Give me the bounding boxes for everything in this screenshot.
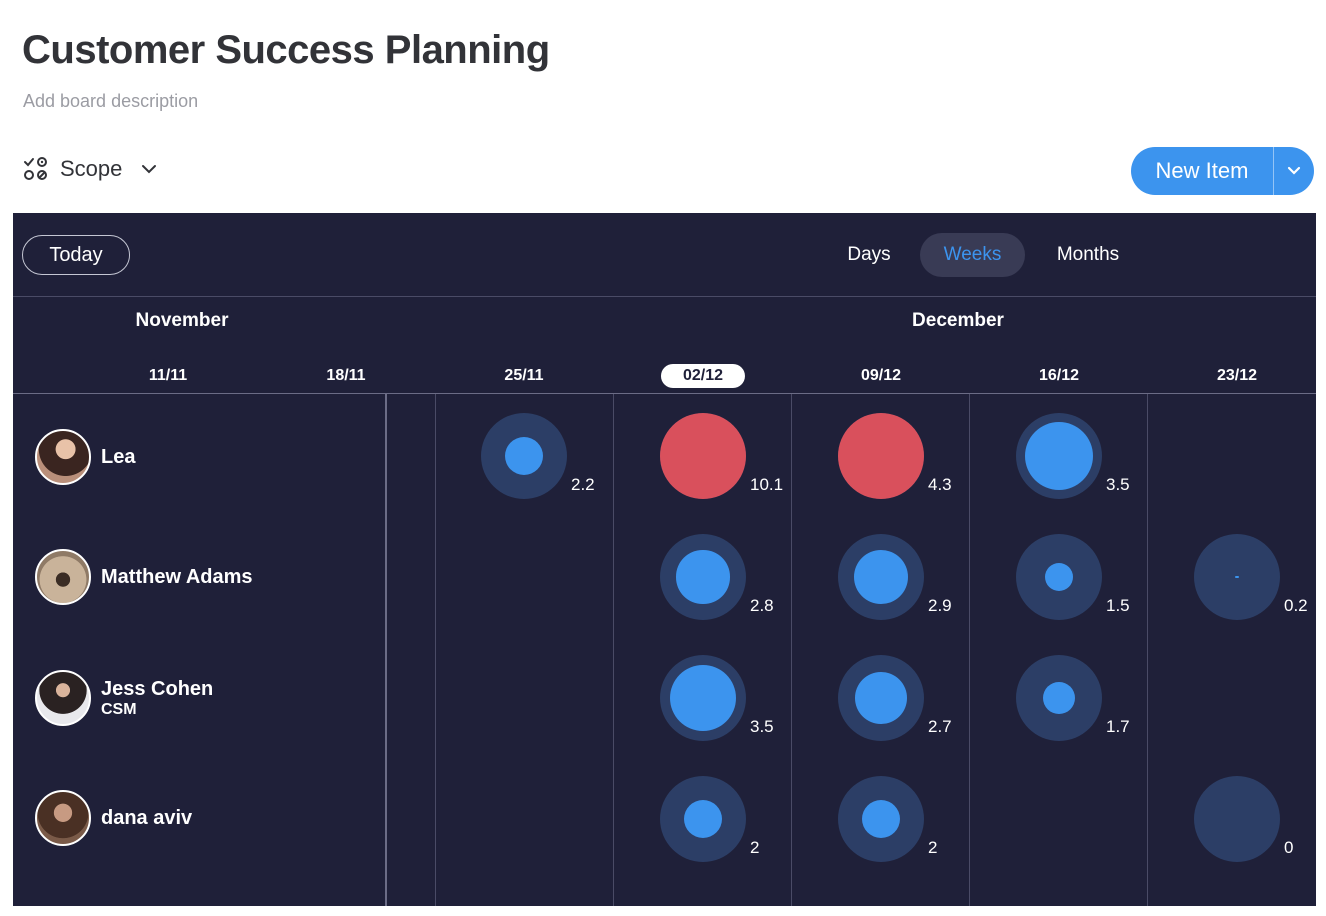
avatar <box>35 670 91 726</box>
workload-value: 1.7 <box>1106 717 1130 736</box>
board-description[interactable]: Add board description <box>23 91 199 111</box>
workload-value: 2.7 <box>928 717 952 736</box>
workload-bubble[interactable]: 2.9 <box>838 534 952 624</box>
avatar <box>35 429 91 485</box>
workload-fill <box>853 549 909 605</box>
workload-value: 0 <box>1284 838 1294 857</box>
new-item-label: New Item <box>1155 158 1249 183</box>
workload-bubble[interactable]: 2 <box>838 776 937 866</box>
week-label: 23/12 <box>1216 367 1258 384</box>
person-row-lea[interactable]: Lea <box>35 429 135 485</box>
workload-value: 4.3 <box>928 475 952 494</box>
person-name: Matthew Adams <box>101 565 253 588</box>
workload-bubble[interactable]: 2.2 <box>481 413 595 503</box>
workload-value: 2.9 <box>928 596 952 615</box>
people-column-divider <box>385 394 387 906</box>
workload-bubble[interactable]: 3.5 <box>660 655 774 745</box>
workload-bubble[interactable]: 3.5 <box>1016 413 1130 503</box>
week-label: 02/12 <box>660 364 746 388</box>
workload-bubble[interactable]: 2 <box>660 776 759 866</box>
workload-bubble[interactable]: 2.7 <box>838 655 952 745</box>
workload-bubble[interactable]: 4.3 <box>838 413 952 503</box>
workload-bubble[interactable]: 2.8 <box>660 534 774 624</box>
workload-value: 10.1 <box>750 475 784 494</box>
timeline-toolbar: Today Days Weeks Months <box>13 213 1316 297</box>
workload-fill <box>660 413 746 499</box>
page-title: Customer Success Planning <box>22 28 550 72</box>
person-name: Jess Cohen <box>101 677 214 700</box>
week-label: 25/11 <box>504 367 544 384</box>
button-divider <box>1273 147 1274 195</box>
scope-dropdown[interactable]: Scope <box>22 155 158 183</box>
workload-fill <box>855 672 907 724</box>
month-label-december: December <box>912 310 1004 331</box>
workload-bubble[interactable]: 0 <box>1194 776 1293 866</box>
week-column-divider <box>613 394 614 906</box>
workload-fill <box>669 664 737 732</box>
new-item-menu-button[interactable] <box>1274 163 1314 179</box>
week-column-divider <box>435 394 436 906</box>
workload-fill <box>1044 562 1074 592</box>
chevron-down-icon <box>1287 166 1301 175</box>
workload-fill <box>676 550 730 604</box>
workload-value: 1.5 <box>1106 596 1130 615</box>
person-row-jess-cohen[interactable]: Jess Cohen CSM <box>35 670 213 726</box>
workload-value: 3.5 <box>750 717 774 736</box>
week-column-divider <box>791 394 792 906</box>
workload-fill <box>862 800 900 838</box>
workload-fill <box>838 413 924 499</box>
workload-fill <box>1043 682 1075 714</box>
week-column-divider <box>969 394 970 906</box>
view-weeks-button[interactable]: Weeks <box>920 233 1025 277</box>
workload-value: 2 <box>928 838 938 857</box>
workload-fill <box>1024 421 1094 491</box>
week-column-divider <box>1147 394 1148 906</box>
workload-fill <box>684 800 722 838</box>
header-divider <box>13 393 1316 394</box>
week-label: 11/11 <box>148 367 188 384</box>
workload-bubble[interactable]: 10.1 <box>660 413 783 503</box>
workload-bubble[interactable]: 0.2 <box>1194 534 1308 624</box>
capacity-ring <box>1194 776 1280 862</box>
new-item-button[interactable]: New Item <box>1131 147 1314 195</box>
person-row-dana-aviv[interactable]: dana aviv <box>35 790 192 846</box>
workload-bubble[interactable]: 1.7 <box>1016 655 1130 745</box>
today-button[interactable]: Today <box>22 235 130 275</box>
person-name: dana aviv <box>101 806 193 829</box>
workload-value: 2.2 <box>571 475 595 494</box>
view-days-button[interactable]: Days <box>847 244 891 265</box>
workload-value: 0.2 <box>1284 596 1308 615</box>
week-label: 16/12 <box>1038 367 1080 384</box>
scope-icon <box>24 157 47 180</box>
workload-fill <box>505 437 543 475</box>
person-name: Lea <box>101 445 136 468</box>
avatar <box>35 549 91 605</box>
avatar <box>35 790 91 846</box>
week-label: 09/12 <box>860 367 902 384</box>
workload-fill <box>1235 576 1239 578</box>
workload-bubble[interactable]: 1.5 <box>1016 534 1130 624</box>
person-row-matthew-adams[interactable]: Matthew Adams <box>35 549 253 605</box>
workload-board: Today Days Weeks Months November Decembe… <box>13 213 1316 906</box>
scope-label: Scope <box>60 156 123 181</box>
month-label-november: November <box>135 310 229 331</box>
workload-value: 2.8 <box>750 596 774 615</box>
workload-value: 3.5 <box>1106 475 1130 494</box>
view-months-button[interactable]: Months <box>1056 244 1120 265</box>
chevron-down-icon <box>142 165 157 174</box>
workload-value: 2 <box>750 838 760 857</box>
week-label: 18/11 <box>326 367 366 384</box>
person-role: CSM <box>101 700 137 718</box>
